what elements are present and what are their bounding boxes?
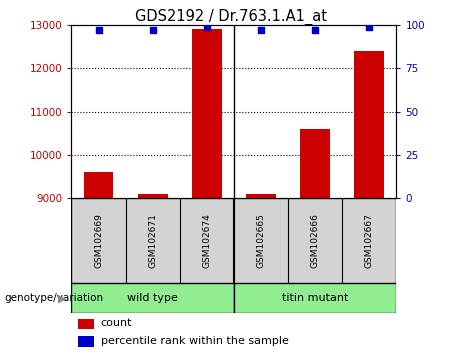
FancyBboxPatch shape xyxy=(71,283,234,313)
Text: GSM102671: GSM102671 xyxy=(148,213,157,268)
Text: GSM102665: GSM102665 xyxy=(256,213,266,268)
Point xyxy=(366,24,373,29)
FancyBboxPatch shape xyxy=(234,283,396,313)
Bar xyxy=(138,194,168,198)
Bar xyxy=(192,29,222,198)
Text: GDS2192 / Dr.763.1.A1_at: GDS2192 / Dr.763.1.A1_at xyxy=(135,9,326,25)
Point xyxy=(257,27,265,33)
Text: titin mutant: titin mutant xyxy=(282,293,349,303)
Point xyxy=(149,27,156,33)
Point xyxy=(95,27,102,33)
Text: GSM102674: GSM102674 xyxy=(202,213,212,268)
Bar xyxy=(83,172,113,198)
Text: ▶: ▶ xyxy=(59,293,67,303)
Text: GSM102667: GSM102667 xyxy=(365,213,374,268)
Text: genotype/variation: genotype/variation xyxy=(5,293,104,303)
Point xyxy=(312,27,319,33)
Bar xyxy=(246,194,276,198)
Text: count: count xyxy=(100,319,132,329)
Bar xyxy=(78,319,94,329)
Bar xyxy=(300,129,330,198)
Text: wild type: wild type xyxy=(127,293,178,303)
Bar xyxy=(78,337,94,347)
Bar xyxy=(355,51,384,198)
Text: GSM102669: GSM102669 xyxy=(94,213,103,268)
Text: GSM102666: GSM102666 xyxy=(311,213,320,268)
Text: percentile rank within the sample: percentile rank within the sample xyxy=(100,336,289,346)
FancyBboxPatch shape xyxy=(71,198,396,283)
Point xyxy=(203,24,211,29)
